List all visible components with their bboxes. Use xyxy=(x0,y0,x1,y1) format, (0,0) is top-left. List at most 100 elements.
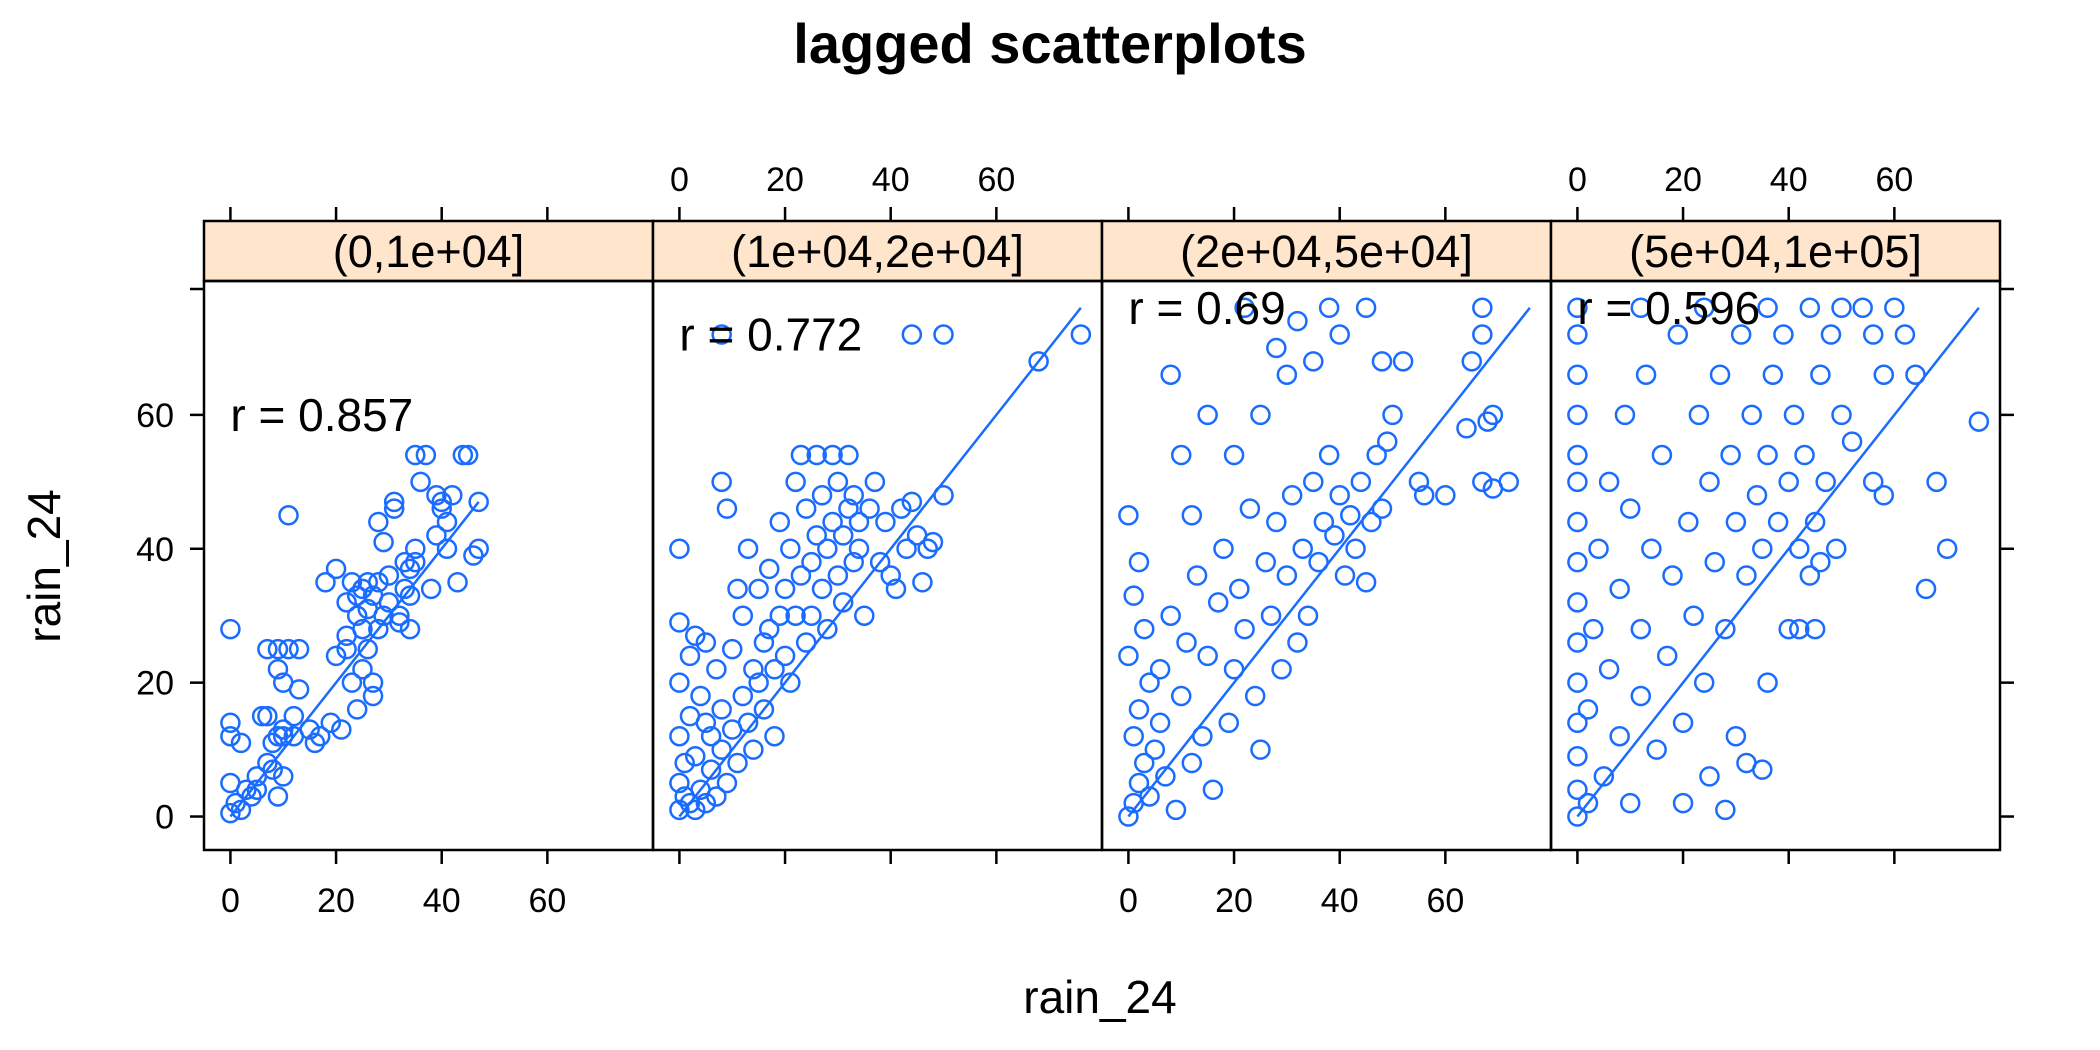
data-point xyxy=(1715,799,1736,821)
data-point xyxy=(383,498,405,519)
data-point xyxy=(758,558,780,580)
data-point xyxy=(1266,337,1287,359)
data-point xyxy=(764,659,785,680)
data-point xyxy=(1292,538,1313,560)
data-point xyxy=(848,511,870,533)
data-point xyxy=(1160,364,1181,385)
data-point xyxy=(780,672,801,693)
correlation-label: r = 0.69 xyxy=(1128,282,1285,334)
data-point xyxy=(1461,351,1483,372)
data-point xyxy=(732,685,754,707)
data-point xyxy=(362,672,384,693)
x-tick-label: 0 xyxy=(670,161,689,199)
data-point xyxy=(341,672,363,693)
data-point xyxy=(1128,772,1150,794)
data-point xyxy=(1725,725,1747,747)
data-point xyxy=(1567,324,1588,345)
data-point xyxy=(896,538,917,560)
data-point xyxy=(1567,297,1588,319)
data-point xyxy=(1715,618,1736,640)
data-point xyxy=(848,538,870,560)
data-point xyxy=(1313,511,1335,533)
data-point xyxy=(1810,364,1831,385)
data-point xyxy=(795,498,817,519)
data-point xyxy=(1144,739,1166,760)
data-point xyxy=(748,578,769,600)
y-tick-label: 0 xyxy=(155,799,174,837)
data-point xyxy=(1799,297,1821,319)
data-point xyxy=(1630,685,1652,707)
data-point xyxy=(1577,699,1599,720)
data-point xyxy=(1234,297,1255,319)
data-point xyxy=(716,772,738,794)
data-point xyxy=(267,786,289,807)
data-point xyxy=(1355,297,1377,319)
correlation-label: r = 0.596 xyxy=(1577,282,1760,334)
data-point xyxy=(716,498,738,519)
data-point xyxy=(1752,759,1773,780)
data-point xyxy=(1567,592,1588,613)
data-point xyxy=(1181,752,1203,774)
data-point xyxy=(431,491,452,513)
data-point xyxy=(695,712,717,734)
data-point xyxy=(1619,498,1641,519)
data-point xyxy=(283,705,305,727)
data-point xyxy=(1804,511,1826,533)
data-point xyxy=(790,444,812,466)
fit-line xyxy=(1127,307,1531,818)
data-point xyxy=(885,578,907,600)
data-point xyxy=(922,531,944,553)
data-point xyxy=(769,511,791,533)
data-point xyxy=(1862,471,1884,493)
data-point xyxy=(1250,404,1271,426)
data-point xyxy=(1699,471,1720,493)
panel-4: (5e+04,1e+05]r = 0.596 0 20 40 60 xyxy=(1549,161,2002,864)
data-point xyxy=(405,444,426,466)
data-point xyxy=(1371,351,1393,372)
data-point xyxy=(1118,645,1139,667)
data-point xyxy=(362,685,384,707)
data-point xyxy=(1234,618,1255,640)
data-point xyxy=(1472,324,1493,345)
data-point xyxy=(1567,511,1588,533)
data-point xyxy=(1244,685,1266,707)
data-point xyxy=(1287,632,1308,653)
data-point xyxy=(1678,511,1699,533)
strip-4 xyxy=(1549,219,2002,283)
data-point xyxy=(669,538,690,560)
data-point xyxy=(1862,324,1884,345)
strip-label: (5e+04,1e+05] xyxy=(1629,226,1922,277)
panels: (0,1e+04] r = 0.857 0 20 40 60 (1e+04,2e+04] r … xyxy=(136,161,2014,920)
data-point xyxy=(405,538,426,560)
data-point xyxy=(1662,565,1683,586)
data-point xyxy=(1139,786,1160,807)
data-point xyxy=(1593,766,1615,787)
data-point xyxy=(1630,297,1652,319)
data-point xyxy=(832,525,854,546)
data-point xyxy=(1746,484,1768,506)
data-point xyxy=(1477,411,1498,432)
data-point xyxy=(869,551,891,573)
data-point xyxy=(1134,618,1155,640)
data-point xyxy=(875,511,896,533)
data-point xyxy=(700,725,722,747)
data-point xyxy=(1894,324,1916,345)
data-point xyxy=(1197,404,1218,426)
data-point xyxy=(1266,511,1287,533)
data-point xyxy=(1757,297,1778,319)
data-point xyxy=(748,672,769,693)
data-point xyxy=(669,772,690,794)
data-point xyxy=(1720,444,1741,466)
data-point xyxy=(1355,571,1377,593)
data-point xyxy=(468,538,489,560)
data-point xyxy=(1736,565,1757,586)
data-point xyxy=(1128,551,1150,573)
data-point xyxy=(822,511,843,533)
data-point xyxy=(1229,578,1250,600)
data-point xyxy=(1725,511,1747,533)
data-point xyxy=(1609,725,1630,747)
data-point xyxy=(1482,404,1504,426)
data-point xyxy=(1207,592,1229,613)
data-point xyxy=(236,779,257,801)
data-point xyxy=(743,659,764,680)
